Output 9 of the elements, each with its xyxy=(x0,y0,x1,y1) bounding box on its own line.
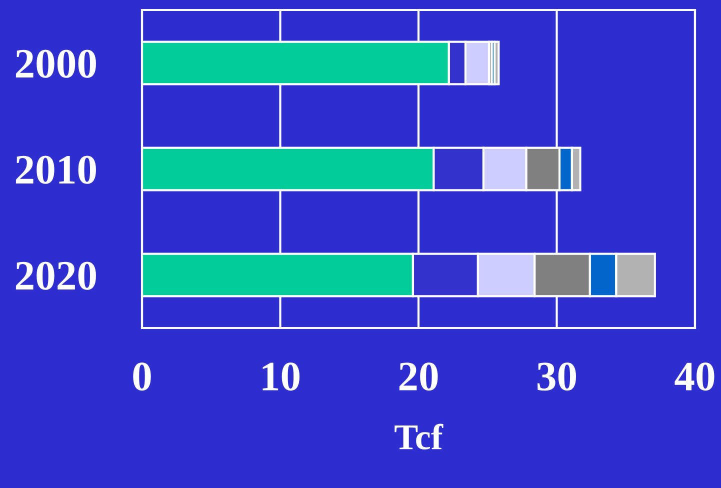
x-tick-label: 40 xyxy=(674,362,714,391)
x-tick-label: 30 xyxy=(537,362,576,391)
x-axis-title: Tcf xyxy=(394,424,444,450)
y-tick-label: 2020 xyxy=(16,262,96,290)
y-tick-label: 2010 xyxy=(16,156,96,184)
x-tick-label: 10 xyxy=(262,362,300,391)
x-tick-label: 0 xyxy=(133,362,151,391)
y-tick-label: 2000 xyxy=(16,50,96,78)
x-tick-label: 20 xyxy=(399,362,438,391)
